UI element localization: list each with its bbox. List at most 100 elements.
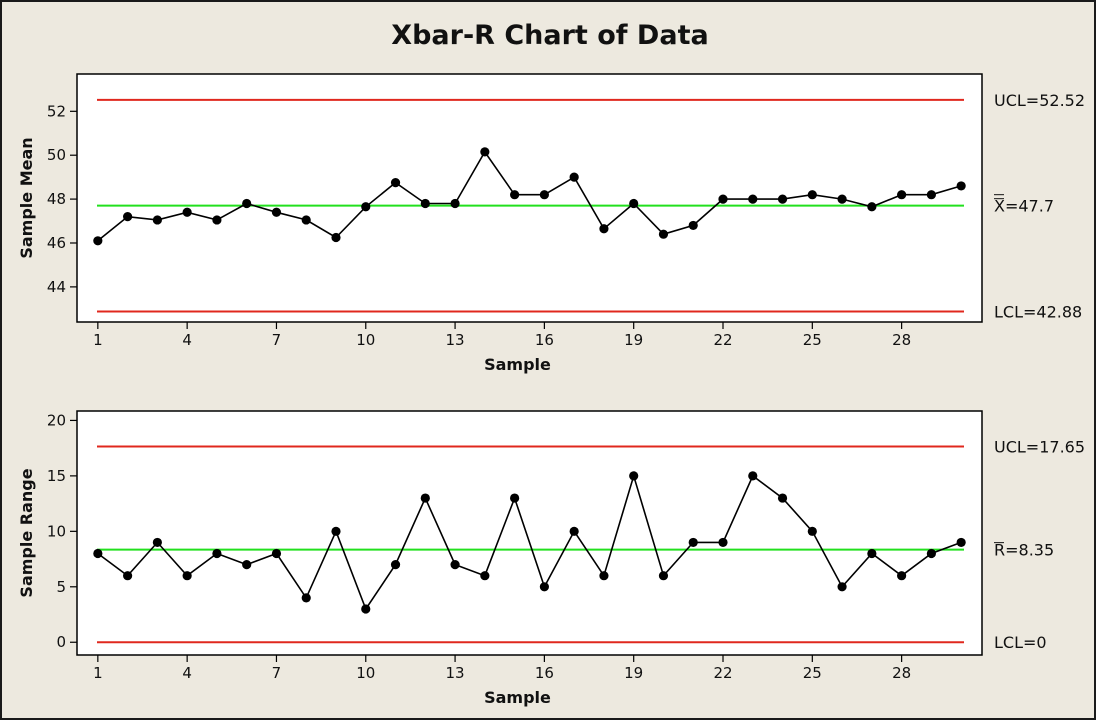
y-tick-label: 44 bbox=[47, 278, 66, 296]
data-point bbox=[390, 560, 401, 570]
x-tick-label: 19 bbox=[624, 664, 643, 682]
data-point bbox=[837, 194, 847, 204]
data-point bbox=[510, 190, 520, 200]
ucl-label: UCL=52.52 bbox=[994, 91, 1085, 110]
y-tick-label: 20 bbox=[47, 411, 66, 429]
data-point bbox=[629, 198, 639, 209]
x-tick-label: 16 bbox=[535, 331, 554, 349]
x-tick-label: 16 bbox=[535, 664, 554, 682]
data-point bbox=[539, 582, 549, 592]
data-point bbox=[510, 493, 520, 503]
data-point bbox=[93, 236, 103, 246]
data-point bbox=[152, 537, 162, 548]
data-point bbox=[93, 548, 103, 559]
series-line bbox=[97, 150, 962, 242]
x-tick-label: 1 bbox=[93, 664, 103, 682]
x-tick-label: 1 bbox=[93, 331, 103, 349]
y-tick-label: 0 bbox=[56, 633, 66, 651]
data-point bbox=[718, 537, 728, 548]
data-point bbox=[212, 548, 222, 559]
data-point bbox=[926, 190, 936, 200]
y-tick-label: 46 bbox=[47, 234, 66, 252]
data-point bbox=[688, 537, 698, 548]
data-point bbox=[599, 224, 609, 234]
x-tick-label: 22 bbox=[713, 664, 732, 682]
x-tick-label: 4 bbox=[182, 664, 192, 682]
data-point bbox=[331, 526, 341, 536]
data-point bbox=[807, 526, 817, 536]
chart-title: Xbar-R Chart of Data bbox=[391, 20, 708, 51]
data-point bbox=[182, 571, 192, 581]
data-point bbox=[867, 202, 877, 212]
data-point bbox=[599, 571, 609, 581]
center-label: X=47.7 bbox=[994, 197, 1054, 216]
y-tick-label: 50 bbox=[47, 146, 66, 164]
plot-area bbox=[76, 410, 983, 656]
x-tick-label: 22 bbox=[713, 331, 732, 349]
y-tick-label: 52 bbox=[47, 102, 66, 120]
data-point bbox=[539, 190, 549, 200]
x-tick-label: 19 bbox=[624, 331, 643, 349]
data-point bbox=[182, 207, 192, 217]
data-point bbox=[152, 215, 162, 225]
data-point bbox=[688, 220, 698, 231]
x-tick-label: 28 bbox=[892, 331, 911, 349]
center-label: R=8.35 bbox=[994, 541, 1054, 560]
y-tick-label: 15 bbox=[47, 467, 66, 485]
data-point bbox=[807, 190, 817, 200]
y-tick-label: 48 bbox=[47, 190, 66, 208]
data-point bbox=[331, 232, 341, 243]
y-tick-label: 5 bbox=[56, 578, 66, 596]
data-point bbox=[212, 215, 222, 225]
data-point bbox=[748, 471, 758, 481]
data-point bbox=[658, 229, 669, 239]
x-tick-label: 7 bbox=[272, 331, 282, 349]
data-point bbox=[718, 194, 728, 204]
y-tick-label: 10 bbox=[47, 522, 66, 540]
data-point bbox=[271, 548, 282, 559]
data-point bbox=[867, 548, 877, 559]
data-point bbox=[361, 604, 371, 614]
data-point bbox=[242, 198, 252, 209]
data-point bbox=[569, 172, 579, 182]
x-tick-label: 7 bbox=[272, 664, 282, 682]
x-tick-label: 13 bbox=[446, 331, 465, 349]
x-tick-label: 10 bbox=[356, 331, 375, 349]
data-point bbox=[123, 571, 133, 581]
data-point bbox=[897, 190, 907, 200]
x-tick-label: 28 bbox=[892, 664, 911, 682]
data-point bbox=[837, 582, 847, 592]
data-point bbox=[629, 471, 639, 481]
data-point bbox=[658, 571, 669, 581]
data-point bbox=[242, 560, 252, 570]
data-point bbox=[301, 215, 311, 225]
data-point bbox=[301, 593, 311, 603]
range-panel: UCL=17.65 R=8.35 LCL=0 0 5 10 15 20 1 4 7 10 13 16 19 2… bbox=[17, 410, 1085, 707]
data-point bbox=[956, 181, 966, 191]
data-point bbox=[480, 571, 490, 581]
x-tick-label: 25 bbox=[803, 664, 822, 682]
data-point bbox=[361, 202, 371, 212]
data-point bbox=[569, 526, 579, 536]
y-axis-label: Sample Range bbox=[17, 468, 36, 597]
data-point bbox=[420, 198, 430, 209]
ucl-label: UCL=17.65 bbox=[994, 437, 1085, 456]
x-tick-label: 10 bbox=[356, 664, 375, 682]
lcl-label: LCL=0 bbox=[994, 633, 1047, 652]
x-axis-label: Sample bbox=[484, 355, 551, 374]
x-axis-label: Sample bbox=[484, 688, 551, 707]
data-point bbox=[777, 493, 788, 503]
data-point bbox=[480, 147, 490, 157]
x-tick-label: 4 bbox=[182, 331, 192, 349]
x-tick-label: 25 bbox=[803, 331, 822, 349]
xbar-panel: UCL=52.52 X=47.7 LCL=42.88 44 46 48 50 52 1 4 7 10 1… bbox=[17, 73, 1085, 374]
data-point bbox=[271, 207, 282, 217]
series-line bbox=[97, 473, 962, 611]
data-point bbox=[777, 194, 788, 204]
data-point bbox=[450, 560, 460, 570]
data-point bbox=[926, 548, 936, 559]
data-point bbox=[956, 537, 966, 548]
x-tick-label: 13 bbox=[446, 664, 465, 682]
y-axis-label: Sample Mean bbox=[17, 137, 36, 258]
